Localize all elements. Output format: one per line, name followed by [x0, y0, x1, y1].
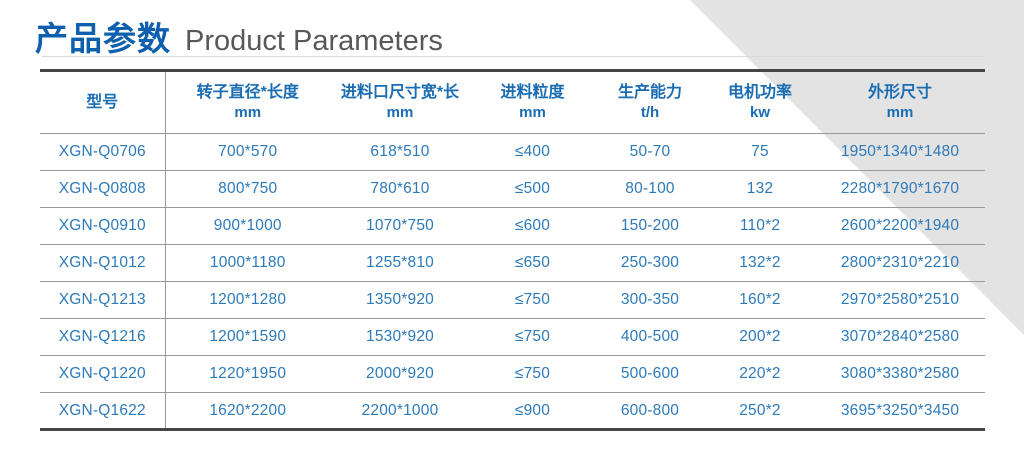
value-cell: 250*2 [739, 401, 781, 419]
value-cell: ≤500 [470, 170, 595, 208]
value-cell: 1070*750 [330, 207, 470, 245]
model-cell: XGN-Q0706 [40, 133, 166, 171]
header-cell-2: 进料口尺寸宽*长 mm [330, 70, 470, 134]
value-cell: 1220*1950 [165, 355, 330, 393]
value-cell: 600-800 [620, 401, 680, 419]
table-row-XGN-Q0910: XGN-Q0910 900*1000 1070*750 ≤600 150-200 110*… [40, 207, 985, 245]
table-row-XGN-Q0808: XGN-Q0808 800*750 780*610 ≤500 80-100 132 2280… [40, 170, 985, 208]
header-label: 转子直径*长度 [196, 83, 299, 101]
model-cell: XGN-Q0910 [40, 207, 166, 245]
value-cell: 1255*810 [330, 244, 470, 282]
header-unit: mm [519, 104, 546, 122]
value-cell: 220*2 [705, 355, 815, 393]
table-row-XGN-Q0706: XGN-Q0706 700*570 618*510 ≤400 50-70 75 1950*1… [40, 133, 985, 171]
value-cell: 618*510 [330, 133, 470, 171]
header-label: 生产能力 [617, 83, 682, 101]
header-cell-1: 转子直径*长度 mm [165, 70, 330, 134]
value-cell: 900*1000 [165, 207, 330, 245]
header-unit: mm [886, 104, 914, 122]
value-cell: 3080*3380*2580 [815, 355, 985, 393]
header-unit: kw [749, 104, 770, 122]
model-cell: XGN-Q1220 [40, 355, 166, 393]
value-cell: ≤900 [514, 401, 551, 419]
value-cell: 2280*1790*1670 [815, 170, 985, 208]
page-title-en: Product Parameters [185, 25, 443, 57]
product-parameters-table-wrap: 型号 转子直径*长度 mm 进料口尺寸宽*长 mm 进料粒度 mm 生产能力 t/h 电机功率 kw… [40, 69, 985, 431]
value-cell: 150-200 [595, 207, 705, 245]
header-label: 进料粒度 [500, 83, 565, 101]
table-header: 型号 转子直径*长度 mm 进料口尺寸宽*长 mm 进料粒度 mm 生产能力 t/h 电机功率 kw… [40, 70, 985, 134]
table-row-XGN-Q1220: XGN-Q1220 1220*1950 2000*920 ≤750 500-600 220… [40, 355, 985, 393]
value-cell: 2600*2200*1940 [815, 207, 985, 245]
model-cell: XGN-Q0808 [40, 170, 166, 208]
value-cell: 300-350 [595, 281, 705, 319]
value-cell: ≤600 [470, 207, 595, 245]
header-cell-3: 进料粒度 mm [470, 70, 595, 134]
model-cell: XGN-Q1216 [40, 318, 166, 356]
value-cell: ≤650 [470, 244, 595, 282]
header-cell-5: 电机功率 kw [705, 70, 815, 134]
value-cell: 2970*2580*2510 [815, 281, 985, 319]
value-cell: 1200*1280 [165, 281, 330, 319]
header-unit: mm [386, 104, 414, 122]
value-cell: ≤750 [470, 281, 595, 319]
header-unit: t/h [640, 104, 660, 122]
header-label: 进料口尺寸宽*长 [340, 83, 460, 101]
table-body: XGN-Q0706 700*570 618*510 ≤400 50-70 75 1950*1… [40, 133, 985, 430]
value-cell: 2000*920 [330, 355, 470, 393]
header-cell-0: 型号 [40, 70, 166, 134]
header-label: 电机功率 [727, 83, 792, 101]
value-cell: ≤400 [470, 133, 595, 171]
value-cell: ≤750 [470, 355, 595, 393]
table-row-XGN-Q1012: XGN-Q1012 1000*1180 1255*810 ≤650 250-300 132… [40, 244, 985, 282]
value-cell: 500-600 [595, 355, 705, 393]
value-cell: 75 [705, 133, 815, 171]
value-cell: 1530*920 [330, 318, 470, 356]
table-header-row: 型号 转子直径*长度 mm 进料口尺寸宽*长 mm 进料粒度 mm 生产能力 t/h 电机功率 kw… [40, 70, 985, 134]
value-cell: 1350*920 [330, 281, 470, 319]
page-title: 产品参数 Product Parameters [35, 12, 443, 60]
table-row-XGN-Q1213: XGN-Q1213 1200*1280 1350*920 ≤750 300-350 160… [40, 281, 985, 319]
value-cell: 50-70 [595, 133, 705, 171]
model-cell: XGN-Q1012 [40, 244, 166, 282]
header-label: 型号 [86, 93, 119, 111]
header-cell-4: 生产能力 t/h [595, 70, 705, 134]
value-cell: ≤750 [470, 318, 595, 356]
value-cell: 132*2 [705, 244, 815, 282]
value-cell: 160*2 [705, 281, 815, 319]
value-cell: 800*750 [165, 170, 330, 208]
value-cell: 2800*2310*2210 [815, 244, 985, 282]
value-cell: 780*610 [330, 170, 470, 208]
page-title-zh: 产品参数 [35, 20, 171, 57]
value-cell: 1200*1590 [165, 318, 330, 356]
table-row-XGN-Q1622: XGN-Q1622 1620*2200 2200*1000 ≤900 600-800 25… [40, 392, 985, 430]
value-cell: 3695*3250*3450 [840, 401, 960, 419]
table-row-XGN-Q1216: XGN-Q1216 1200*1590 1530*920 ≤750 400-500 200… [40, 318, 985, 356]
value-cell: 3070*2840*2580 [815, 318, 985, 356]
model-cell: XGN-Q1622 [40, 392, 166, 430]
value-cell: 1950*1340*1480 [815, 133, 985, 171]
value-cell: 200*2 [705, 318, 815, 356]
value-cell: 1620*2200 [209, 401, 287, 419]
value-cell: 132 [705, 170, 815, 208]
value-cell: 700*570 [165, 133, 330, 171]
value-cell: 400-500 [595, 318, 705, 356]
model-cell: XGN-Q1213 [40, 281, 166, 319]
header-cell-6: 外形尺寸 mm [815, 70, 985, 134]
header-unit: mm [234, 104, 262, 122]
product-parameters-table: 型号 转子直径*长度 mm 进料口尺寸宽*长 mm 进料粒度 mm 生产能力 t/h 电机功率 kw… [40, 69, 985, 431]
value-cell: 110*2 [705, 207, 815, 245]
value-cell: 80-100 [595, 170, 705, 208]
title-divider-line [42, 56, 985, 57]
value-cell: 2200*1000 [361, 401, 439, 419]
value-cell: 1000*1180 [165, 244, 330, 282]
header-label: 外形尺寸 [867, 83, 932, 101]
value-cell: 250-300 [595, 244, 705, 282]
